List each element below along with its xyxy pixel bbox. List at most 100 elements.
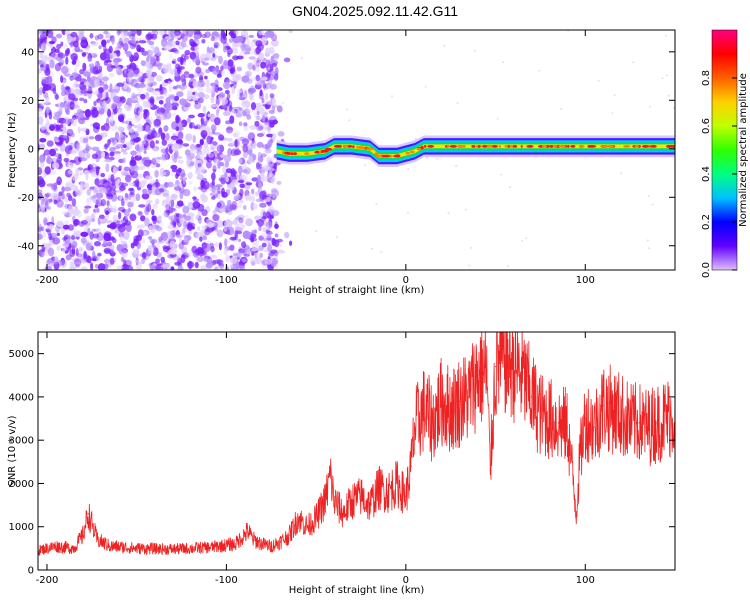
noise-speckle (183, 237, 188, 243)
noise-speckle (235, 203, 242, 209)
noise-speckle (180, 173, 187, 178)
noise-speckle (46, 157, 53, 165)
noise-speckle (133, 78, 139, 87)
noise-speckle (56, 176, 62, 186)
noise-speckle (107, 139, 111, 146)
noise-speckle (46, 216, 50, 223)
snr-point (647, 426, 649, 428)
noise-speckle (155, 226, 163, 232)
noise-speckle (171, 40, 176, 48)
noise-speckle (135, 193, 141, 201)
noise-speckle (155, 163, 161, 168)
noise-speckle (45, 244, 52, 254)
noise-speckle (193, 30, 201, 37)
noise-speckle (128, 182, 135, 187)
noise-speckle (130, 134, 138, 139)
noise-speckle (47, 242, 55, 246)
noise-speckle (62, 86, 66, 94)
noise-speckle (51, 52, 58, 61)
noise-speckle (263, 175, 269, 183)
noise-speckle (200, 179, 205, 189)
noise-speckle (78, 110, 85, 119)
noise-speckle (251, 195, 255, 203)
noise-speckle (68, 145, 73, 151)
noise-speckle (38, 248, 45, 258)
noise-speckle (176, 91, 184, 98)
noise-speckle (80, 237, 87, 244)
noise-speckle (92, 233, 100, 239)
noise-speckle (129, 187, 135, 196)
noise-speckle (66, 128, 74, 134)
noise-speckle (301, 57, 303, 60)
noise-speckle (190, 226, 195, 230)
snr-point (638, 422, 640, 424)
noise-speckle (163, 30, 167, 35)
snr-xtick-label: -200 (36, 575, 59, 586)
snr-point (369, 504, 371, 506)
noise-speckle (114, 131, 120, 140)
noise-speckle (161, 152, 169, 161)
noise-speckle (235, 216, 242, 221)
noise-speckle (249, 85, 256, 94)
noise-speckle (63, 118, 71, 125)
noise-speckle (234, 229, 238, 239)
noise-speckle (146, 49, 153, 59)
noise-speckle (92, 258, 97, 261)
noise-speckle (233, 203, 238, 211)
noise-speckle (138, 204, 146, 208)
noise-speckle (133, 248, 140, 255)
noise-speckle (175, 173, 179, 179)
noise-speckle (289, 240, 293, 246)
noise-speckle (100, 172, 106, 178)
noise-speckle (228, 104, 233, 113)
noise-speckle (95, 263, 99, 269)
noise-speckle (222, 111, 231, 116)
noise-speckle (64, 49, 69, 57)
noise-speckle (215, 109, 219, 117)
noise-speckle (166, 209, 174, 214)
ridge-peak (427, 145, 435, 148)
noise-speckle (177, 66, 181, 75)
noise-speckle (241, 75, 250, 83)
noise-speckle (242, 151, 248, 159)
noise-speckle (159, 167, 165, 177)
noise-speckle (201, 39, 206, 44)
noise-speckle (38, 179, 46, 188)
noise-speckle (129, 192, 136, 198)
ridge-peak (634, 145, 639, 148)
noise-speckle (502, 61, 505, 64)
noise-speckle (89, 231, 94, 240)
noise-speckle (82, 62, 87, 72)
noise-speckle (135, 178, 140, 188)
noise-speckle (229, 139, 234, 147)
noise-speckle (258, 52, 265, 61)
noise-speckle (249, 92, 254, 101)
noise-speckle (186, 30, 194, 38)
noise-speckle (151, 81, 157, 86)
noise-speckle (94, 134, 103, 142)
noise-speckle (262, 114, 266, 122)
ridge-peak (666, 145, 672, 148)
noise-speckle (154, 169, 159, 178)
noise-speckle (162, 64, 170, 74)
noise-speckle (407, 168, 410, 171)
noise-speckle (242, 230, 251, 239)
noise-speckle (146, 56, 150, 63)
noise-speckle (203, 257, 210, 263)
noise-speckle (248, 34, 255, 39)
noise-speckle (266, 156, 272, 163)
noise-speckle (79, 97, 85, 102)
ridge-peak (553, 145, 558, 148)
noise-speckle (157, 238, 164, 242)
noise-speckle (252, 203, 258, 210)
noise-speckle (264, 258, 273, 265)
snr-point (572, 474, 574, 476)
noise-speckle (41, 79, 47, 87)
noise-speckle (116, 265, 124, 270)
noise-speckle (60, 259, 67, 268)
ridge-peak (293, 152, 298, 156)
noise-speckle (234, 136, 243, 141)
noise-speckle (229, 244, 235, 251)
noise-speckle (265, 211, 271, 218)
noise-speckle (93, 189, 99, 194)
